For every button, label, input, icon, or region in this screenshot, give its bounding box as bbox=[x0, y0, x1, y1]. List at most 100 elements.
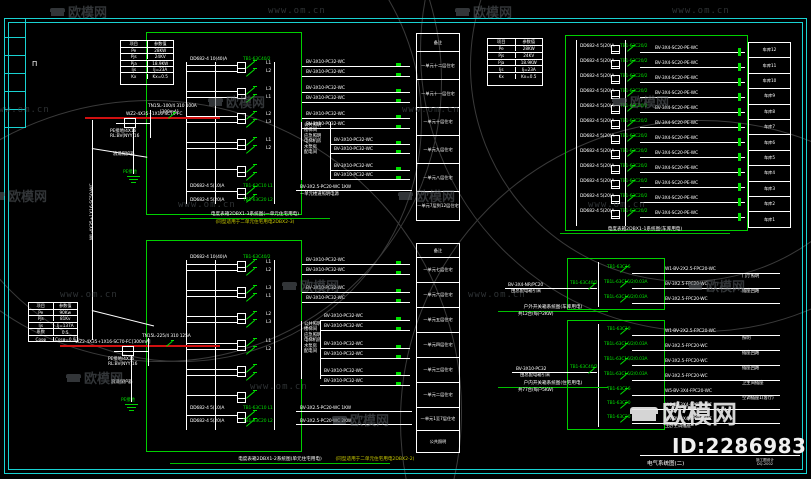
panel-2-breaker-bottom-1: TB1-63C10 L1 bbox=[243, 406, 273, 411]
table-header-cell: 参数值 bbox=[522, 39, 536, 44]
panel-1-caption-sub: (同型适用于二单元住宅用电2DBX2-3) bbox=[215, 220, 295, 225]
table-cell: Pe bbox=[121, 48, 148, 54]
garage-bus-2 bbox=[625, 40, 626, 226]
panel-1-breaker bbox=[246, 137, 257, 146]
shop-b-breaker bbox=[620, 416, 628, 423]
garage-meter-label: DD682-4 5(20)A bbox=[580, 179, 615, 184]
table-row: Ijs Ij=23A bbox=[488, 66, 542, 74]
table-row: 一单元1至7层住宅 bbox=[417, 408, 459, 431]
garage-feeder-label: BV-3X4-SC20-PE-WC bbox=[655, 166, 698, 171]
garage-meter-label: DD682-4 5(20)A bbox=[580, 194, 615, 199]
table-header-cell: 参数值 bbox=[153, 41, 167, 46]
panel-1-feeder-label: BV-3X10-PC32-WC bbox=[334, 164, 373, 169]
panel-1-tap bbox=[186, 91, 237, 92]
panel-1-aux-feeder-1: BV-3X2.5-PC20-WC 1KW bbox=[300, 185, 351, 190]
panel-2-feeder-label: BV-3X10-PC32-WC bbox=[306, 286, 345, 291]
unit-table-top: 备注 一单元十二层住宅 一单元十一层住宅 一单元十层住宅 一单元九层住宅 一单元… bbox=[416, 33, 460, 221]
shop-b-breaker-label: TB1-63C16 bbox=[607, 387, 631, 392]
shop-b-feeder-note: 空调插座1(客厅) bbox=[742, 396, 774, 401]
ground-bar bbox=[129, 410, 134, 411]
table-cell: 车库11 bbox=[762, 62, 777, 68]
incoming-pe-riser-top bbox=[133, 128, 134, 174]
panel-2-tap bbox=[186, 264, 237, 265]
panel-2-feeder-label: BV-3X10-PC32-WC bbox=[306, 258, 345, 263]
table-cell: Cosφ=0.9 bbox=[54, 336, 76, 342]
garage-meter bbox=[611, 60, 620, 69]
table-row: 车库6 bbox=[749, 135, 790, 151]
shop-b-feeder-label: BV-3X2.5-FPC20-WC bbox=[665, 344, 708, 349]
feeder-terminal-pad bbox=[396, 271, 401, 274]
panel-2-breaker bbox=[246, 346, 257, 355]
riser-vertical-line bbox=[92, 120, 93, 340]
shop-b-feeder-label: W6-BV-3X4-FPC20-WC bbox=[665, 403, 712, 408]
table-cell: 车库7 bbox=[763, 124, 776, 130]
watermark-url: www.om.cn bbox=[672, 6, 730, 16]
feeder-terminal-pad bbox=[738, 63, 741, 71]
sofa-icon bbox=[688, 281, 703, 290]
garage-feeder-line bbox=[640, 82, 745, 83]
panel-2-tap bbox=[186, 343, 237, 344]
garage-feeder-label: BV-3X4-SC20-PE-WC bbox=[655, 106, 698, 111]
garage-feeder-line bbox=[640, 202, 745, 203]
panel-2-tap bbox=[186, 415, 237, 416]
incoming-spd-label-top: PE接地/4X16 RL:BV(NYY)16 bbox=[110, 129, 140, 139]
panel-2-feeder-label: BV-3X10-PC32-WC bbox=[324, 324, 363, 329]
table-cell: Ij=23A bbox=[153, 67, 168, 73]
panel-2-tap bbox=[186, 296, 237, 297]
table-header-cell: 项目 bbox=[121, 41, 148, 47]
shop-a-feeder-note: 门厅照明 bbox=[742, 274, 760, 279]
panel-shop-a-caption-text: 户外开关箱系统图(车库用电) bbox=[498, 304, 608, 312]
table-row: 一单元四层住宅 bbox=[417, 333, 459, 358]
ground-bar bbox=[127, 407, 136, 408]
panel-2-phase: L2 bbox=[266, 268, 272, 273]
shop-b-feeder-note: 卫生间插座 bbox=[742, 381, 764, 386]
table-header-cell: 项目 bbox=[488, 39, 516, 45]
panel-2-breaker bbox=[246, 410, 257, 419]
panel-1-breaker-bottom-2: TB1-63C20 L2 bbox=[243, 198, 273, 203]
table-row: Pjs 81Kv bbox=[29, 316, 77, 323]
panel-1-feeder-label: BV-3X10-PC32-WC bbox=[306, 122, 345, 127]
table-cell: 一单元七层住宅 bbox=[423, 267, 453, 272]
stamp-line-2: DQ-2002 bbox=[756, 462, 774, 466]
table-row: Pe 28KW bbox=[488, 46, 542, 53]
title-block-stamp: 施工图设计 DQ-2002 bbox=[756, 458, 774, 466]
panel-2-phase: L1 bbox=[266, 260, 272, 265]
incoming-feeder-top bbox=[85, 117, 220, 119]
table-row: 一单元十二层住宅 bbox=[417, 52, 459, 80]
panel-2-aux-feeder-2: BV-3X2.5-PC20-WC 2KW bbox=[300, 419, 351, 424]
panel-2-feeder-line bbox=[320, 348, 410, 349]
garage-meter-label: DD682-4 5(20)A bbox=[580, 209, 615, 214]
watermark-brand: 欧模网 bbox=[398, 186, 455, 205]
table-row: 一单元六层住宅 bbox=[417, 283, 459, 308]
panel-2-stack-rail bbox=[320, 321, 321, 379]
sofa-icon bbox=[282, 281, 297, 290]
table-cell: 车库6 bbox=[763, 139, 776, 145]
table-cell: Cosφ bbox=[29, 336, 54, 342]
incoming-bus-bottom bbox=[114, 351, 148, 352]
panel-2-feeder-label: BV-3X10-PC32-WC bbox=[324, 379, 363, 384]
panel-2-tap bbox=[186, 349, 237, 350]
table-cell: Kx=0.5 bbox=[152, 73, 168, 79]
feeder-terminal-pad bbox=[396, 317, 401, 320]
shop-a-breaker bbox=[620, 266, 628, 273]
shop-a-feeder-line bbox=[632, 273, 780, 274]
garage-breaker bbox=[627, 195, 635, 202]
panel-2-breaker-bottom-2: TB1-63C20 L2 bbox=[243, 419, 273, 424]
incoming-breaker-top bbox=[168, 112, 176, 119]
shop-b-feeder-label: W1-BV-2X2.5-FPC20-WC bbox=[665, 329, 716, 334]
table-cell: 28KW bbox=[154, 48, 167, 54]
panel-2-breaker bbox=[246, 364, 257, 373]
shop-b-feeder-line bbox=[632, 350, 780, 351]
shop-a-feeder-line bbox=[632, 288, 780, 289]
ground-bar bbox=[127, 176, 140, 177]
panel-1-meter-bottom-1: DD682-4 5(10)A bbox=[190, 184, 225, 189]
panel-2-breaker bbox=[246, 285, 257, 294]
shop-b-feeder-note: 照明 bbox=[742, 336, 751, 341]
panel-1-breaker bbox=[246, 86, 257, 95]
drawing-frame-outer bbox=[4, 18, 807, 474]
panel-2-feeder-line bbox=[302, 274, 410, 275]
incoming-pe-label-bottom: PE接地 bbox=[121, 398, 135, 403]
panel-2-tap bbox=[186, 369, 237, 370]
incoming-surge-label-bottom: 浪涌保护器 bbox=[111, 380, 133, 385]
panel-2-stack-note: 公共照明 楼梯间 应急照明 电梯机房 水泵房 配电间 bbox=[304, 322, 321, 354]
